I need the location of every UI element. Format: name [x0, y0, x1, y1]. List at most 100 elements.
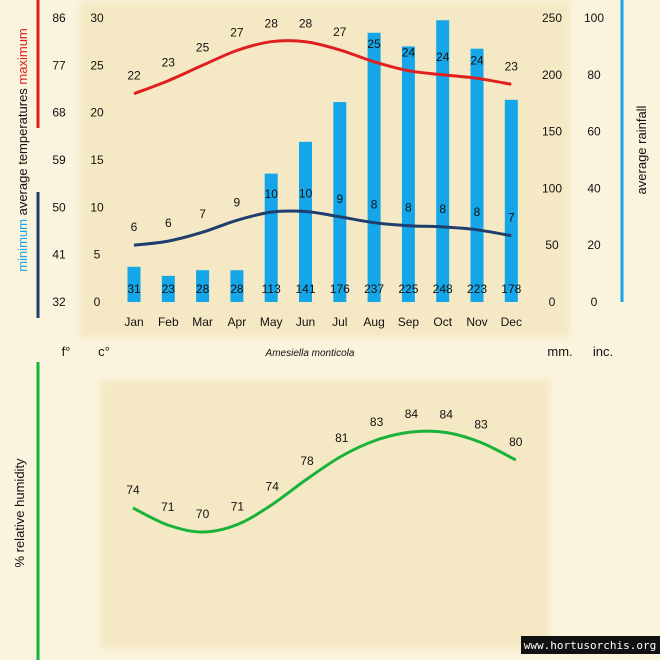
minimum-value-label: 8 [405, 201, 412, 215]
fahrenheit-tick-label: 41 [52, 248, 66, 262]
rainfall-bar-mar [196, 270, 210, 302]
celsius-ticks: 0 5 10 15 20 25 30 [90, 11, 104, 309]
temperature-lines [133, 39, 512, 247]
rainfall-bars [127, 20, 518, 303]
celsius-tick-label: 10 [90, 200, 104, 214]
celsius-tick-label: 30 [90, 11, 104, 25]
maximum-value-label: 27 [230, 26, 244, 40]
maximum-value-label: 27 [333, 25, 347, 39]
mm-tick-label: 200 [542, 68, 562, 82]
temperature-rainfall-panel [80, 2, 570, 337]
celsius-tick-label: 15 [90, 153, 104, 167]
watermark-background [521, 636, 660, 654]
month-label-jun: Jun [296, 315, 315, 329]
inches-ticks: 0 20 40 60 80 100 [584, 11, 604, 309]
watermark-text: www.hortusorchis.org [524, 639, 656, 652]
humidity-panel [100, 380, 550, 648]
humidity-value-label: 84 [440, 408, 454, 422]
inches-tick-label: 0 [591, 295, 598, 309]
rainfall-bar-aug [367, 32, 381, 302]
humidity-value-label: 74 [126, 483, 140, 497]
minimum-value-label: 6 [131, 220, 138, 234]
inches-unit-label: inc. [593, 344, 613, 359]
mm-tick-label: 150 [542, 125, 562, 139]
fahrenheit-tick-label: 50 [52, 200, 66, 214]
minimum-value-label: 9 [234, 195, 241, 209]
inches-tick-label: 100 [584, 11, 604, 25]
minimum-value-label: 8 [371, 198, 378, 212]
humidity-series: 74 71 70 71 74 78 81 83 84 84 83 80 [126, 407, 523, 534]
inches-tick-label: 60 [587, 125, 601, 139]
rainfall-bar-jan [127, 266, 141, 302]
rainfall-bar-feb [161, 275, 175, 302]
month-label-nov: Nov [466, 315, 487, 329]
mm-unit-label: mm. [547, 344, 572, 359]
humidity-value-label: 80 [509, 435, 523, 449]
humidity-value-label: 78 [300, 454, 314, 468]
celsius-tick-label: 20 [90, 106, 104, 120]
rainfall-bar-nov [470, 48, 484, 303]
humidity-value-label: 81 [335, 431, 349, 445]
fahrenheit-tick-label: 32 [52, 295, 66, 309]
minimum-value-label: 7 [199, 207, 206, 221]
rainfall-axis-label: average rainfall [634, 105, 649, 194]
month-label-mar: Mar [192, 315, 213, 329]
minimum-value-label: 9 [336, 192, 343, 206]
maximum-value-label: 28 [265, 17, 279, 31]
fahrenheit-tick-label: 68 [52, 106, 66, 120]
rainfall-bar-apr [230, 270, 244, 302]
inches-tick-label: 40 [587, 181, 601, 195]
humidity-value-label: 83 [474, 418, 488, 432]
month-label-feb: Feb [158, 315, 179, 329]
celsius-tick-label: 25 [90, 58, 104, 72]
month-labels: Jan Feb Mar Apr May Jun Jul Aug Sep Oct Nov Dec [124, 315, 522, 329]
humidity-value-label: 83 [370, 415, 384, 429]
rainfall-value-label: 113 [262, 282, 281, 296]
month-label-apr: Apr [228, 315, 247, 329]
rainfall-bar-jun [299, 141, 312, 302]
minimum-value-label: 8 [474, 205, 481, 219]
celsius-tick-label: 0 [94, 295, 101, 309]
rainfall-value-label: 237 [364, 282, 384, 296]
fahrenheit-tick-label: 77 [52, 58, 66, 72]
maximum-value-label: 24 [436, 50, 450, 64]
data-labels: 22 23 25 27 28 28 27 25 24 24 24 23 6 6 7 9 10 10 9 8 8 8 8 7 31… [127, 17, 521, 296]
month-label-aug: Aug [363, 315, 384, 329]
month-label-may: May [260, 315, 283, 329]
fahrenheit-tick-label: 86 [52, 11, 66, 25]
fahrenheit-ticks: 32 41 50 59 68 77 86 [52, 11, 66, 309]
rainfall-value-label: 248 [433, 282, 453, 296]
temperature-axis-label: minimum average temperatures maximum [15, 28, 30, 272]
rainfall-value-label: 28 [196, 282, 210, 296]
maximum-value-label: 24 [470, 53, 484, 67]
mm-tick-label: 250 [542, 11, 562, 25]
humidity-line [132, 429, 517, 534]
maximum-value-label: 24 [402, 46, 416, 60]
rainfall-bar-sep [401, 46, 415, 303]
mm-tick-label: 50 [545, 238, 559, 252]
maximum-value-label: 23 [162, 56, 176, 70]
celsius-tick-label: 5 [94, 248, 101, 262]
fahrenheit-unit-label: f° [62, 344, 71, 359]
rainfall-value-label: 225 [398, 282, 418, 296]
mm-ticks: 0 50 100 150 200 250 [542, 11, 562, 309]
maximum-value-label: 28 [299, 17, 313, 31]
humidity-axis-label: % relative humidity [12, 458, 27, 568]
rainfall-value-label: 31 [127, 282, 141, 296]
rainfall-bar-may [264, 173, 278, 302]
inches-tick-label: 80 [587, 68, 601, 82]
humidity-value-label: 70 [196, 507, 210, 521]
fahrenheit-tick-label: 59 [52, 153, 66, 167]
species-title: Amesiella monticola [265, 348, 355, 359]
inches-tick-label: 20 [587, 238, 601, 252]
mm-tick-label: 100 [542, 181, 562, 195]
minimum-value-label: 10 [299, 186, 313, 200]
mm-tick-label: 0 [549, 295, 556, 309]
minimum-value-label: 10 [265, 187, 279, 201]
month-label-sep: Sep [398, 315, 420, 329]
maximum-value-label: 23 [505, 59, 519, 73]
rainfall-bar-oct [436, 20, 450, 302]
rainfall-value-label: 178 [501, 282, 521, 296]
rainfall-value-label: 141 [295, 282, 315, 296]
